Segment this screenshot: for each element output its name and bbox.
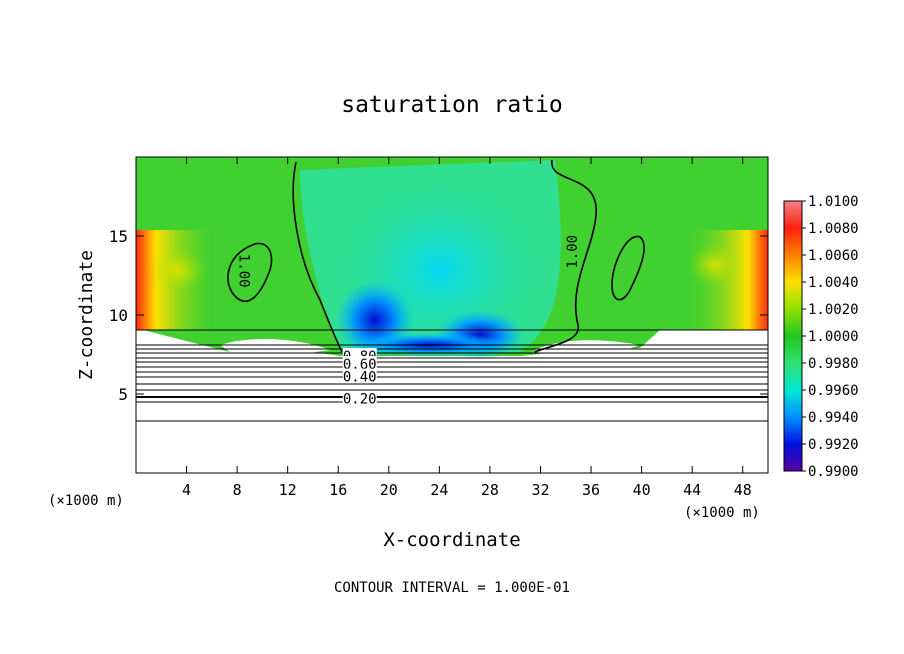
contour-label-bg bbox=[342, 355, 377, 370]
y-tick-label: 5 bbox=[118, 385, 128, 404]
x-tick-label: 44 bbox=[683, 481, 701, 499]
colorbar-label: 1.0020 bbox=[808, 302, 859, 318]
x-axis-ticks: 4 8 12 16 20 24 28 32 36 40 44 48 bbox=[182, 157, 752, 499]
colorbar-label: 1.0100 bbox=[808, 194, 859, 210]
colorbar-label: 0.9940 bbox=[808, 410, 859, 426]
y-tick-label: 10 bbox=[109, 306, 128, 325]
x-tick-label: 28 bbox=[481, 481, 499, 499]
x-axis-label: X-coordinate bbox=[383, 529, 520, 551]
saturation-field bbox=[136, 157, 768, 473]
colorbar-segment bbox=[784, 363, 802, 390]
contour-label-text: 0.40 bbox=[343, 370, 377, 386]
contour-label-bg bbox=[342, 368, 377, 383]
chart-title: saturation ratio bbox=[341, 92, 563, 118]
contour-label: 0.20 bbox=[342, 390, 377, 408]
colorbar-label: 1.0060 bbox=[808, 248, 859, 264]
x-tick-label: 20 bbox=[380, 481, 398, 499]
colorbar-segment bbox=[784, 228, 802, 255]
x-tick-label: 48 bbox=[734, 481, 752, 499]
x-tick-label: 16 bbox=[329, 481, 347, 499]
colorbar-segment bbox=[784, 255, 802, 282]
contour-label-text: 1.00 bbox=[236, 254, 252, 288]
contour-label-text: 0.20 bbox=[343, 392, 377, 408]
colorbar-segment bbox=[784, 282, 802, 309]
x-tick-label: 8 bbox=[233, 481, 242, 499]
colorbar-segment bbox=[784, 444, 802, 471]
x-tick-label: 32 bbox=[531, 481, 549, 499]
colorbar: 1.0100 1.0080 1.0060 1.0040 1.0020 1.0000 0.99… bbox=[783, 194, 859, 480]
y-axis-label: Z-coordinate bbox=[76, 250, 97, 380]
colorbar-segment bbox=[784, 390, 802, 417]
contour-label: 1.00 bbox=[236, 254, 252, 288]
x-tick-label: 24 bbox=[430, 481, 448, 499]
colorbar-segment bbox=[784, 417, 802, 444]
colorbar-segment bbox=[784, 309, 802, 336]
colorbar-label: 1.0080 bbox=[808, 221, 859, 237]
x-tick-label: 12 bbox=[279, 481, 297, 499]
x-tick-label: 4 bbox=[182, 481, 191, 499]
colorbar-label: 0.9900 bbox=[808, 464, 859, 480]
contour-interval-note: CONTOUR INTERVAL = 1.000E-01 bbox=[334, 580, 570, 596]
colorbar-segment bbox=[784, 336, 802, 363]
colorbar-label: 1.0000 bbox=[808, 329, 859, 345]
contour-labels: 1.001.000.800.600.400.20 bbox=[236, 235, 581, 408]
colorbar-label: 0.9980 bbox=[808, 356, 859, 372]
x-unit-left: (×1000 m) bbox=[48, 493, 124, 509]
contour-label-bg bbox=[342, 390, 377, 405]
contour-label-text: 1.00 bbox=[565, 235, 581, 269]
x-tick-label: 36 bbox=[582, 481, 600, 499]
y-tick-label: 15 bbox=[109, 227, 128, 246]
colorbar-segment bbox=[784, 201, 802, 228]
colorbar-label: 1.0040 bbox=[808, 275, 859, 291]
colorbar-label: 0.9920 bbox=[808, 437, 859, 453]
y-axis-ticks: 5 10 15 bbox=[109, 227, 768, 404]
x-unit-right: (×1000 m) bbox=[684, 505, 760, 521]
contour-label: 0.40 bbox=[342, 368, 377, 386]
contour-label: 1.00 bbox=[565, 235, 581, 269]
x-tick-label: 40 bbox=[633, 481, 651, 499]
colorbar-label: 0.9960 bbox=[808, 383, 859, 399]
